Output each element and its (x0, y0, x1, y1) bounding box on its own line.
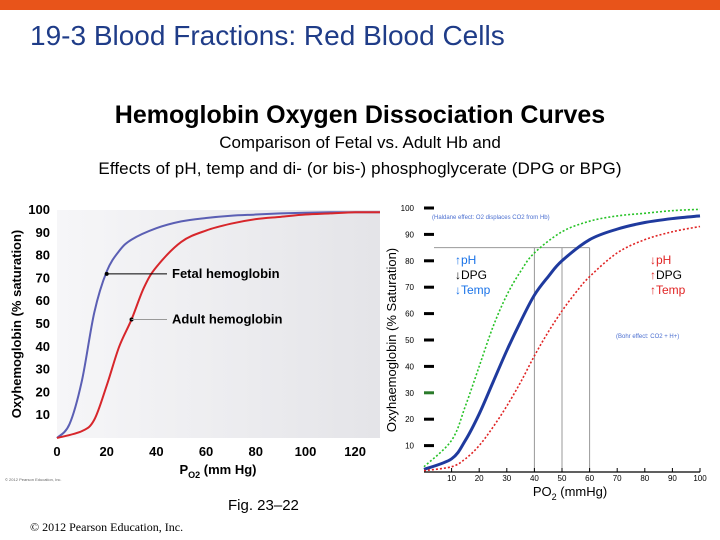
subtitle-line-1: Comparison of Fetal vs. Adult Hb and (219, 133, 501, 152)
adult-curve (56, 211, 381, 439)
y-tick-label: 70 (36, 270, 50, 285)
chart-copyright: © 2012 Pearson Education, Inc. (5, 477, 62, 482)
y-tick-label: 40 (405, 362, 414, 371)
copyright-notice: © 2012 Pearson Education, Inc. (30, 520, 184, 534)
chart-heading: Hemoglobin Oxygen Dissociation Curves (114, 101, 606, 129)
accent-bar (0, 0, 720, 10)
figure-caption: Fig. 23–22 (228, 497, 299, 514)
x-tick-label: 80 (640, 474, 649, 483)
fetal-adult-chart: Fetal hemoglobin Adult hemoglobin 10 20 30 4… (5, 202, 381, 482)
y-tick-label: 100 (28, 202, 50, 217)
right-shift-curve (423, 225, 701, 472)
x-tick-label: 0 (53, 444, 60, 459)
plot-area (57, 210, 380, 438)
top-note: (Haldane effect: O2 displaces CO2 from H… (432, 215, 550, 221)
y-tick-label: 80 (405, 257, 414, 266)
slide-title: 19-3 Blood Fractions: Red Blood Cells (30, 20, 505, 52)
y-tick-label: 90 (36, 225, 50, 240)
x-tick-label: 40 (149, 444, 163, 459)
right-shift-ph: ↓pH (650, 253, 671, 267)
y-tick-label: 90 (405, 230, 414, 239)
right-shift-dpg: ↑DPG (650, 268, 682, 282)
fetal-curve (56, 211, 380, 439)
y-tick-label: 60 (36, 293, 50, 308)
y-tick-label: 50 (405, 336, 414, 345)
left-shift-ph: ↑pH (455, 253, 476, 267)
x-tick-label: 10 (447, 474, 456, 483)
x-axis-label: PO2 (mm Hg) (179, 462, 256, 480)
y-tick-label: 20 (405, 415, 414, 424)
normal-curve (423, 214, 701, 471)
x-tick-label: 50 (558, 474, 567, 483)
y-axis-label: Oxyhaemoglobin (% Saturation) (384, 248, 399, 432)
x-tick-label: 20 (475, 474, 484, 483)
x-tick-label: 60 (199, 444, 213, 459)
annotation-label: Fetal hemoglobin (172, 266, 280, 281)
right-shift-legend: ↓pH ↑DPG ↑Temp (650, 253, 686, 297)
x-tick-label: 80 (249, 444, 263, 459)
y-tick-label: 20 (36, 384, 50, 399)
x-tick-label: 70 (613, 474, 622, 483)
x-tick-label: 40 (530, 474, 539, 483)
slide-title-highlight: Red Blood Cells (303, 20, 505, 51)
right-shift-temp: ↑Temp (650, 283, 686, 297)
slide-title-prefix: 19-3 Blood Fractions: (30, 20, 297, 51)
y-tick-label: 30 (36, 362, 50, 377)
annotation-label: Adult hemoglobin (172, 311, 283, 326)
y-axis-label: Oxyhemoglobin (% saturation) (9, 230, 24, 419)
subtitle-line-2: Effects of pH, temp and di- (or bis-) ph… (98, 159, 622, 178)
x-tick-label: 90 (668, 474, 677, 483)
x-tick-label: 20 (99, 444, 113, 459)
y-tick-label: 10 (36, 407, 50, 422)
y-tick-label: 80 (36, 248, 50, 263)
x-tick-label: 60 (585, 474, 594, 483)
y-tick-label: 100 (401, 204, 415, 213)
left-shift-curve (423, 208, 701, 468)
left-shift-legend: ↑pH ↓DPG ↓Temp (455, 253, 491, 297)
y-tick-label: 10 (405, 442, 414, 451)
x-axis-label: PO2 (mmHg) (533, 484, 607, 502)
x-tick-label: 100 (693, 474, 707, 483)
y-tick-label: 50 (36, 316, 50, 331)
y-tick-label: 40 (36, 339, 50, 354)
left-shift-dpg: ↓DPG (455, 268, 487, 282)
x-tick-label: 120 (344, 444, 366, 459)
y-tick-label: 70 (405, 283, 414, 292)
bohr-shift-chart: 10 20 30 40 50 60 70 80 90 100 10 20 30 40 50 60 70 80 90 1… (384, 204, 707, 502)
x-tick-label: 30 (502, 474, 511, 483)
right-note: (Bohr effect: CO2 + H+) (616, 334, 679, 340)
y-tick-label: 60 (405, 310, 414, 319)
left-shift-temp: ↓Temp (455, 283, 491, 297)
x-tick-label: 100 (295, 444, 317, 459)
y-tick-label: 30 (405, 389, 414, 398)
